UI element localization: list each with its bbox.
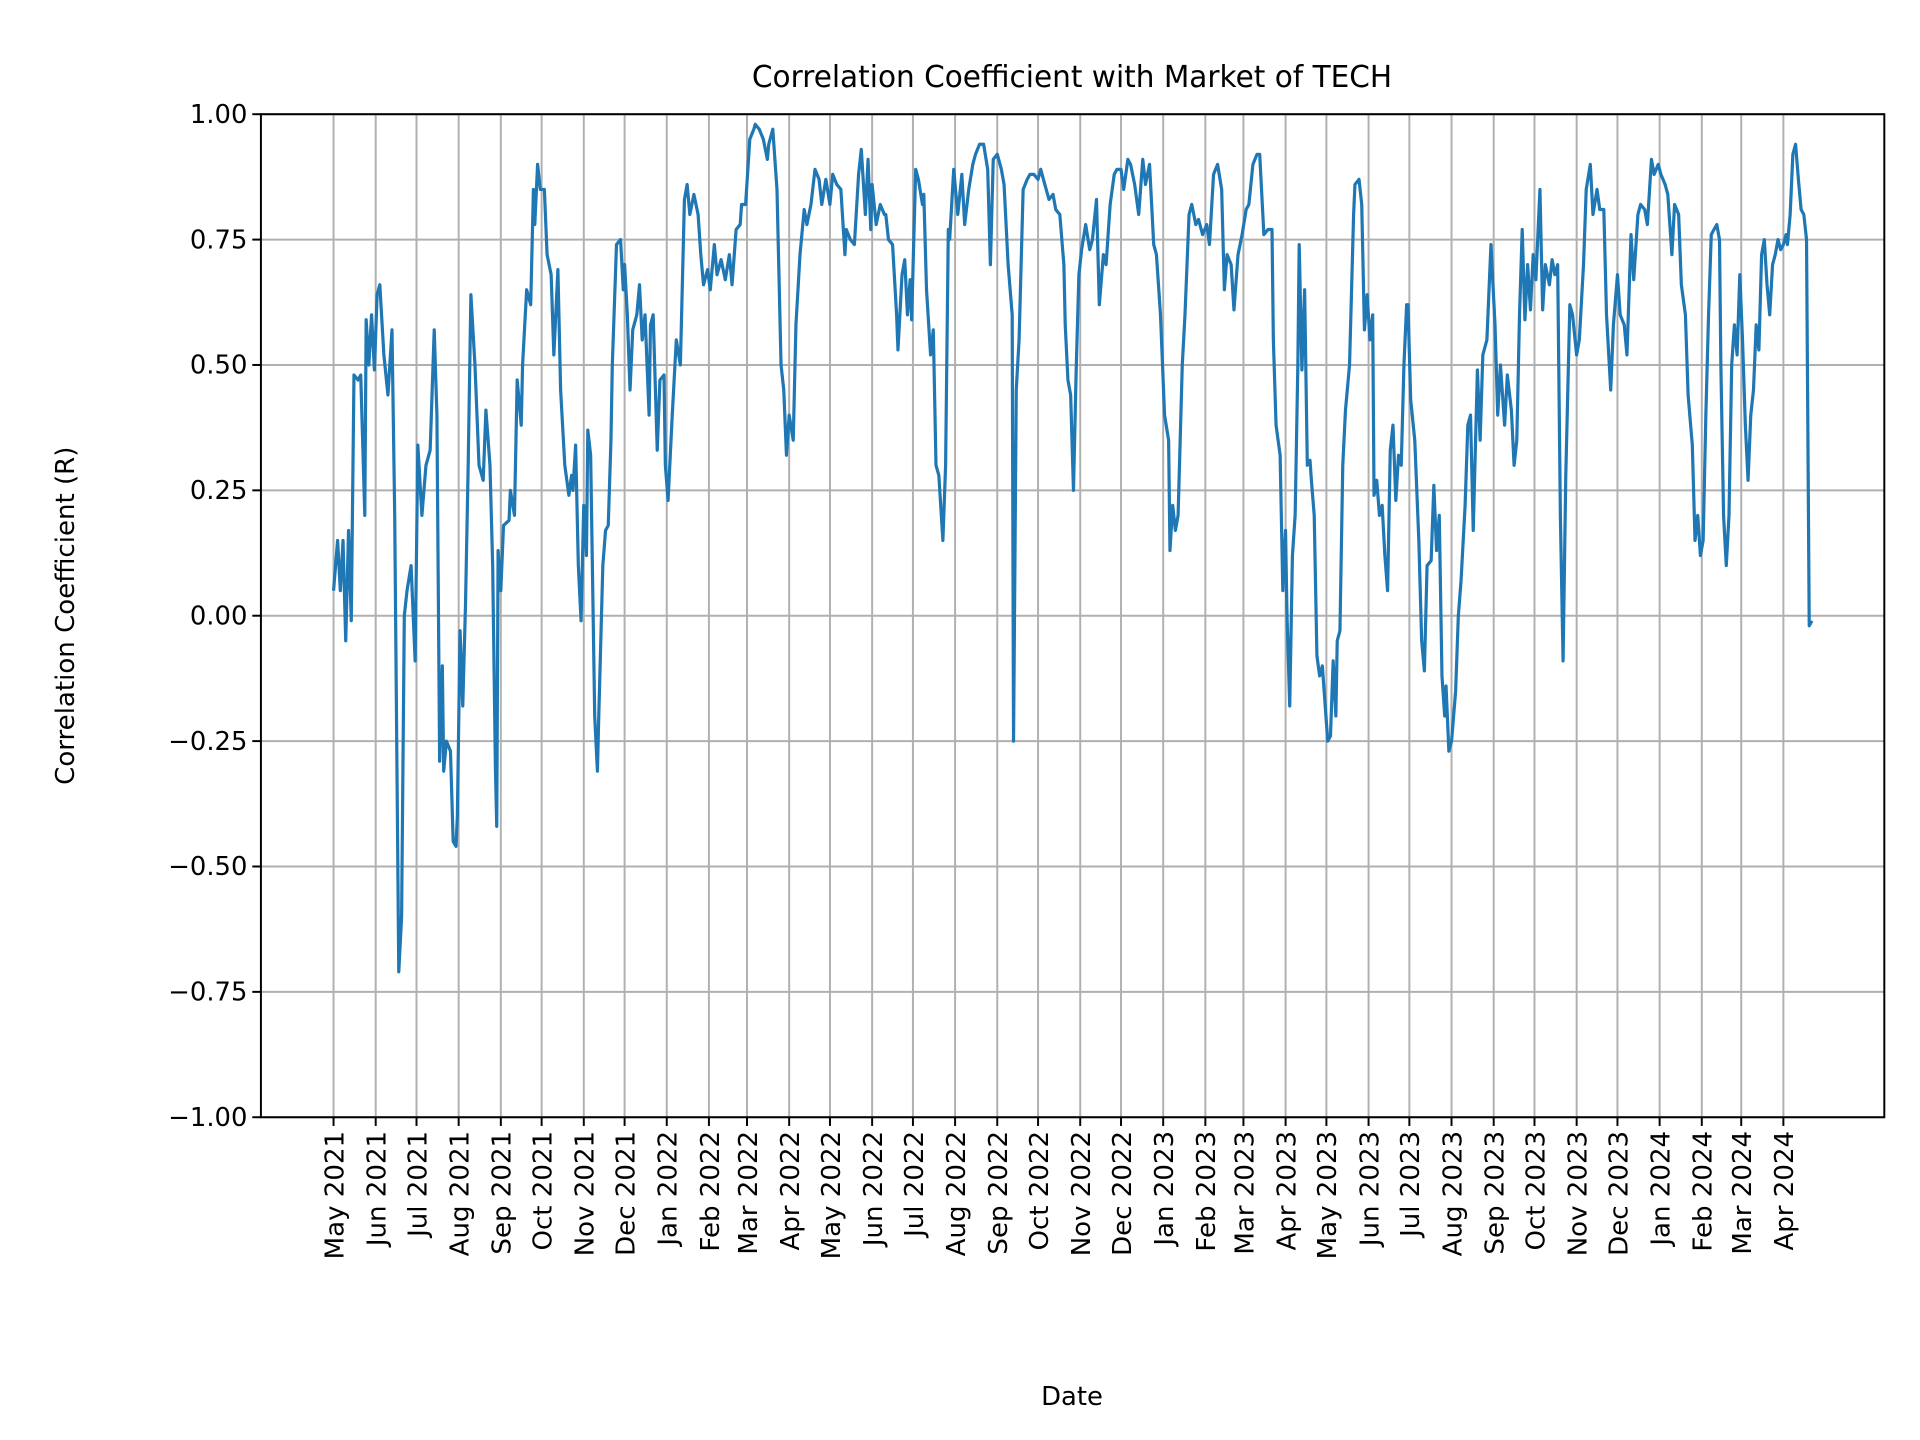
y-tick-label: −1.00 [168, 1103, 247, 1133]
x-tick-label: Jan 2024 [1647, 1131, 1677, 1248]
x-tick-label: Sep 2021 [488, 1131, 518, 1255]
x-tick-label: Nov 2021 [571, 1131, 601, 1256]
x-tick-label: Sep 2023 [1481, 1131, 1511, 1255]
y-tick-label: −0.75 [168, 977, 247, 1007]
x-tick-label: Feb 2023 [1192, 1131, 1222, 1252]
x-tick-label: Mar 2023 [1230, 1131, 1260, 1255]
x-tick-label: Oct 2023 [1521, 1131, 1551, 1251]
x-tick-label: Dec 2022 [1108, 1131, 1138, 1256]
x-tick-label: Jul 2021 [403, 1131, 433, 1239]
x-tick-label: Aug 2022 [942, 1131, 972, 1256]
x-tick-label: Feb 2024 [1689, 1131, 1719, 1252]
x-axis: May 2021 Jun 2021 Jul 2021 Aug 2021 Sep 2021… [320, 1117, 1800, 1259]
series-line-tech [331, 122, 1814, 974]
x-tick-label: Jun 2023 [1356, 1131, 1386, 1248]
y-tick-label: 0.75 [190, 225, 248, 255]
x-tick-label: Mar 2022 [734, 1131, 764, 1255]
x-tick-label: Nov 2022 [1067, 1131, 1097, 1256]
x-tick-label: May 2021 [320, 1131, 350, 1259]
x-tick-label: Dec 2021 [612, 1131, 642, 1256]
x-tick-label: Jan 2023 [1150, 1131, 1180, 1248]
x-tick-label: May 2023 [1313, 1131, 1343, 1259]
x-tick-label: Apr 2022 [776, 1131, 806, 1251]
x-tick-label: Dec 2023 [1604, 1131, 1634, 1256]
x-tick-label: Jun 2021 [363, 1131, 393, 1248]
y-tick-label: 0.25 [190, 476, 248, 506]
x-tick-label: Aug 2021 [446, 1131, 476, 1256]
x-tick-label: Mar 2024 [1728, 1131, 1758, 1255]
line-layer [331, 122, 1814, 974]
y-axis-label: Correlation Coefficient (R) [51, 447, 81, 785]
x-tick-label: Oct 2021 [529, 1131, 559, 1251]
y-tick-label: −0.25 [168, 727, 247, 757]
y-tick-label: 1.00 [190, 100, 248, 130]
x-tick-label: May 2022 [817, 1131, 847, 1259]
x-tick-label: Nov 2023 [1564, 1131, 1594, 1256]
x-tick-label: Feb 2022 [696, 1131, 726, 1252]
x-tick-label: Jul 2022 [900, 1131, 930, 1239]
y-tick-label: 0.50 [190, 351, 248, 381]
chart-title: Correlation Coefficient with Market of T… [752, 59, 1392, 94]
x-tick-label: Jun 2022 [859, 1131, 889, 1248]
y-tick-label: −0.50 [168, 852, 247, 882]
x-tick-label: Jul 2023 [1396, 1131, 1426, 1239]
y-axis: −1.00 −0.75 −0.50 −0.25 0.00 0.25 0.50 0.75 1.00 [168, 100, 261, 1133]
y-tick-label: 0.00 [190, 601, 248, 631]
x-tick-label: Aug 2023 [1438, 1131, 1468, 1256]
x-tick-label: Apr 2024 [1770, 1131, 1800, 1251]
x-tick-label: Sep 2022 [984, 1131, 1014, 1255]
x-tick-label: Oct 2022 [1025, 1131, 1055, 1251]
x-axis-label: Date [1041, 1382, 1103, 1412]
x-tick-label: Jan 2022 [654, 1131, 684, 1248]
x-tick-label: Apr 2023 [1273, 1131, 1303, 1251]
